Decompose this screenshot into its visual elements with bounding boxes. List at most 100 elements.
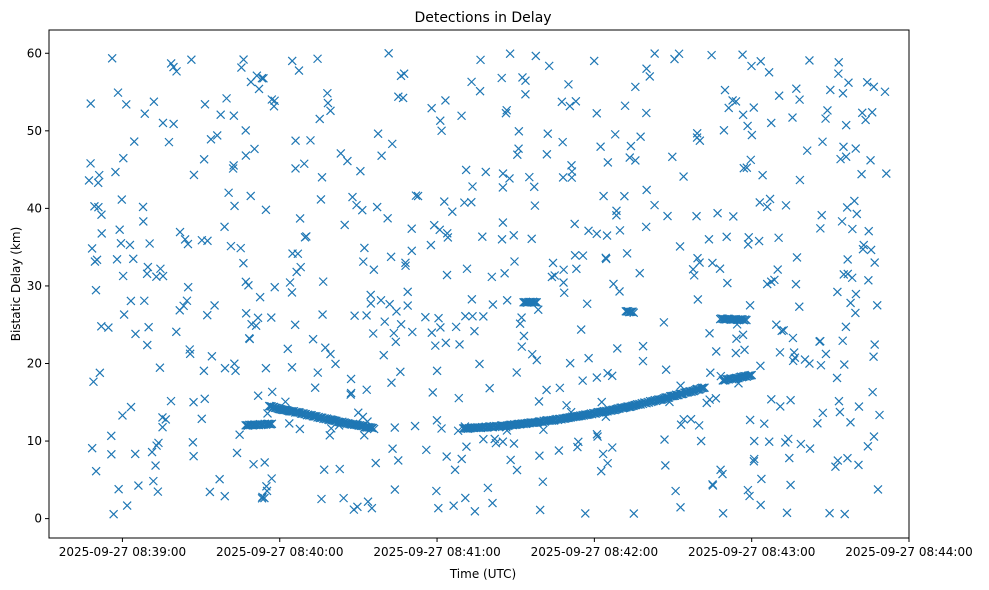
data-point	[410, 421, 420, 431]
data-point	[825, 85, 835, 95]
data-point	[470, 326, 479, 336]
data-point	[430, 341, 440, 351]
data-point	[679, 414, 689, 424]
data-point	[711, 346, 721, 356]
data-point	[252, 71, 262, 81]
data-point	[299, 159, 309, 169]
data-point	[228, 164, 238, 173]
data-point	[863, 441, 873, 451]
data-point	[738, 330, 748, 340]
data-point	[401, 261, 410, 271]
data-point	[555, 383, 565, 393]
data-point	[342, 156, 352, 166]
data-point	[841, 120, 851, 130]
data-point	[413, 191, 423, 201]
data-point	[599, 191, 609, 201]
data-point	[239, 55, 248, 64]
data-point	[689, 270, 699, 280]
data-point	[570, 219, 580, 229]
data-point	[353, 408, 363, 418]
data-point	[462, 264, 472, 274]
data-point	[542, 385, 551, 395]
data-point	[125, 240, 135, 250]
x-axis-label: Time (UTC)	[449, 567, 516, 581]
data-point	[220, 222, 229, 232]
data-point	[837, 216, 847, 226]
data-point	[610, 129, 620, 139]
data-point	[794, 302, 804, 312]
data-point	[838, 336, 848, 346]
data-point	[863, 275, 873, 285]
data-point	[200, 394, 210, 404]
y-tick-label: 30	[27, 279, 42, 293]
data-point	[189, 170, 199, 180]
data-point	[428, 388, 438, 397]
data-point	[261, 363, 271, 373]
data-point	[442, 452, 452, 461]
data-point	[287, 288, 297, 297]
data-point	[222, 93, 231, 103]
data-point	[93, 178, 103, 188]
y-tick-label: 20	[27, 356, 42, 370]
data-point	[391, 337, 401, 347]
data-point	[619, 191, 629, 201]
data-point	[870, 258, 880, 267]
data-point	[755, 361, 765, 371]
data-point	[296, 262, 306, 272]
data-point	[839, 360, 849, 370]
data-point	[698, 383, 708, 393]
data-point	[671, 486, 681, 496]
data-point	[385, 299, 395, 309]
data-point	[521, 76, 530, 86]
data-point	[544, 61, 554, 71]
data-point	[866, 155, 875, 165]
data-point	[858, 244, 868, 254]
data-point	[144, 322, 154, 332]
data-point	[596, 142, 606, 152]
data-point	[838, 88, 848, 98]
data-point	[151, 461, 160, 471]
data-point	[288, 249, 297, 258]
data-point	[572, 442, 582, 452]
data-point	[756, 56, 766, 66]
data-point	[383, 213, 393, 223]
data-point	[642, 185, 652, 195]
data-point	[501, 108, 511, 118]
data-point	[745, 415, 755, 425]
data-point	[483, 483, 493, 493]
data-point	[420, 312, 430, 322]
data-point	[724, 103, 734, 113]
data-point	[143, 262, 153, 272]
data-point	[220, 491, 230, 501]
data-point	[290, 320, 300, 330]
data-point	[349, 505, 359, 515]
data-point	[722, 278, 732, 288]
data-point	[451, 322, 461, 332]
x-tick-label: 2025-09-27 08:39:00	[59, 545, 186, 559]
data-point	[692, 211, 701, 221]
data-point	[236, 243, 246, 253]
data-point	[392, 307, 401, 316]
data-point	[287, 56, 297, 66]
data-point	[396, 71, 406, 81]
data-point	[833, 69, 843, 79]
data-point	[476, 55, 485, 65]
data-point	[331, 359, 340, 369]
data-point	[866, 245, 876, 255]
data-point	[270, 96, 280, 106]
data-point	[145, 239, 155, 248]
data-point	[707, 258, 717, 268]
data-point	[280, 397, 290, 407]
data-point	[695, 258, 705, 267]
data-point	[432, 366, 442, 376]
y-axis: 0 10 20 30 40 50 60	[27, 46, 49, 526]
data-point	[407, 327, 417, 337]
data-point	[457, 454, 467, 464]
data-point	[510, 257, 519, 266]
data-point	[713, 208, 722, 218]
data-point	[719, 125, 729, 135]
data-point	[291, 163, 300, 173]
data-point	[869, 352, 878, 362]
data-point	[189, 451, 199, 461]
data-point	[138, 217, 148, 226]
